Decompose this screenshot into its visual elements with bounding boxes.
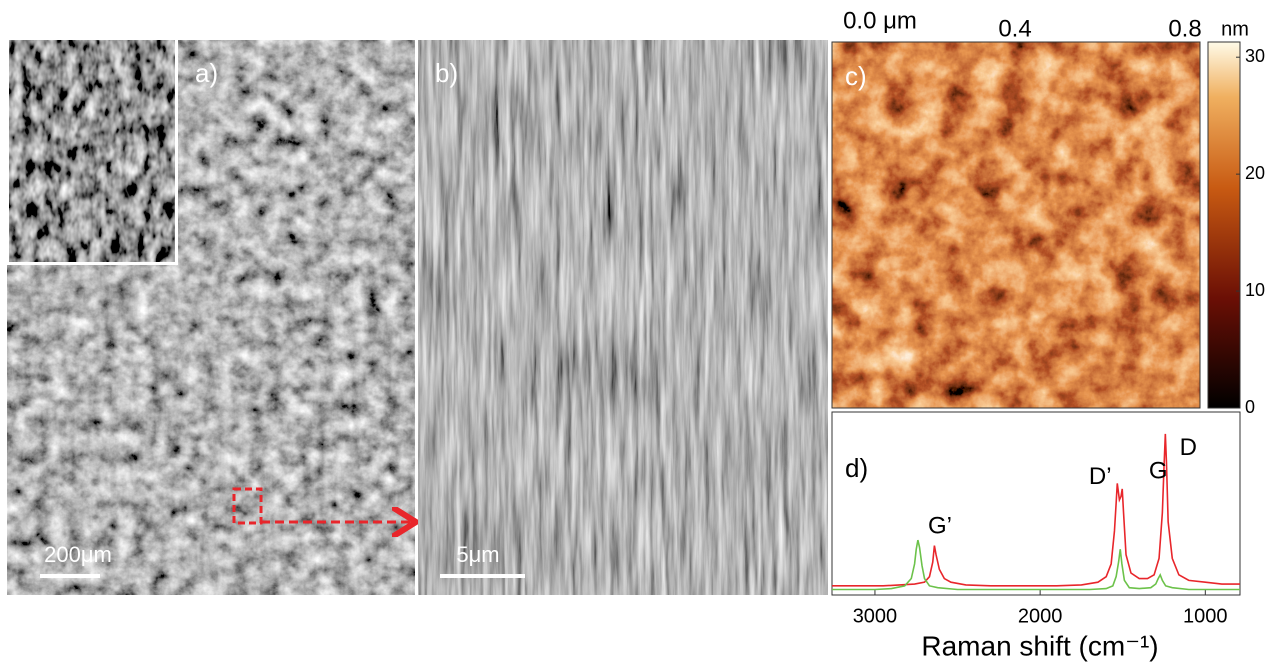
colorbar <box>1208 42 1240 408</box>
sem-inset <box>9 40 175 262</box>
afm-axis-label: 0.0 μm <box>843 7 917 34</box>
sem-image-b <box>418 40 828 595</box>
peak-label: D’ <box>1089 463 1112 490</box>
peak-label: G <box>1149 458 1168 485</box>
colorbar-tick-label: 30 <box>1245 46 1265 66</box>
afm-axis-label: 0.4 <box>998 15 1031 42</box>
colorbar-tick-label: 10 <box>1245 280 1265 300</box>
afm-image <box>832 42 1200 408</box>
x-tick-label: 3000 <box>853 605 898 627</box>
x-tick-label: 1000 <box>1183 605 1228 627</box>
colorbar-tick-label: 20 <box>1245 163 1265 183</box>
x-axis-title: Raman shift (cm⁻¹) <box>921 630 1158 661</box>
panel-label: d) <box>845 453 868 483</box>
figure: a) 200μm b) 5μm c) 0.0 μm 0.4 0.8 nm d) … <box>0 0 1269 662</box>
panel-label: b) <box>435 58 458 88</box>
colorbar-unit: nm <box>1221 18 1249 40</box>
scale-bar-label: 5μm <box>456 542 499 567</box>
colorbar-tick-label: 0 <box>1245 397 1255 417</box>
panel-label: a) <box>195 58 218 88</box>
panel-label: c) <box>845 61 867 91</box>
peak-label: G’ <box>928 513 952 540</box>
afm-axis-label: 0.8 <box>1168 15 1201 42</box>
page: a) 200μm b) 5μm c) 0.0 μm 0.4 0.8 nm d) … <box>0 0 1269 662</box>
scale-bar-label: 200μm <box>44 542 112 567</box>
x-tick-label: 2000 <box>1018 605 1063 627</box>
peak-label: D <box>1180 434 1197 461</box>
